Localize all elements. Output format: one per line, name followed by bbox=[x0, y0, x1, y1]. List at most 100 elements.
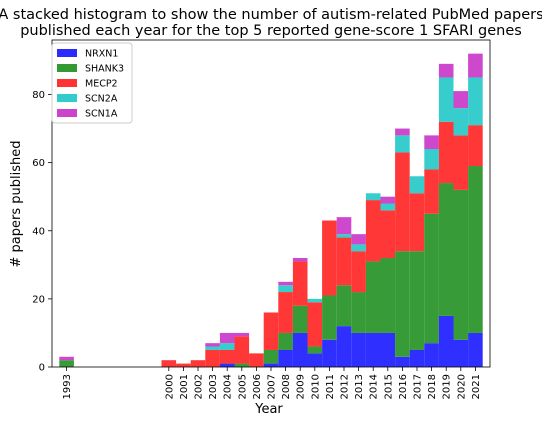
bar-scn1a-2009 bbox=[292, 258, 308, 262]
bar-shank3-2016 bbox=[395, 251, 410, 357]
bar-mecp2-2005 bbox=[234, 336, 250, 364]
x-tick-label-2008: 2008 bbox=[281, 374, 292, 399]
legend-swatch-nrxn1 bbox=[57, 49, 77, 57]
bar-nrxn1-2010 bbox=[307, 353, 323, 368]
x-tick-label-2006: 2006 bbox=[252, 374, 263, 399]
x-tick-label-2013: 2013 bbox=[354, 374, 365, 399]
bar-shank3-2019 bbox=[438, 183, 454, 316]
bar-scn2a-2004 bbox=[219, 343, 235, 350]
x-tick-label-2007: 2007 bbox=[267, 374, 278, 399]
bar-shank3-2011 bbox=[322, 295, 337, 340]
legend-swatch-scn2a bbox=[57, 94, 77, 102]
x-tick-label-2004: 2004 bbox=[223, 374, 234, 399]
bar-scn2a-2015 bbox=[380, 203, 396, 211]
bar-shank3-2015 bbox=[380, 258, 396, 333]
x-tick-label-2000: 2000 bbox=[164, 374, 175, 399]
bar-shank3-2012 bbox=[336, 285, 352, 327]
x-tick-label-2012: 2012 bbox=[340, 374, 351, 399]
bar-shank3-2017 bbox=[409, 251, 425, 350]
bar-shank3-2005 bbox=[234, 363, 250, 367]
bar-scn1a-2018 bbox=[424, 135, 439, 150]
bar-shank3-1993 bbox=[59, 360, 74, 367]
legend-label-mecp2: MECP2 bbox=[85, 79, 118, 90]
bar-shank3-2008 bbox=[278, 332, 293, 350]
legend-frame bbox=[51, 42, 133, 124]
legend-label-scn2a: SCN2A bbox=[85, 94, 118, 105]
bar-nrxn1-2004 bbox=[219, 363, 235, 367]
y-tick-label-0: 0 bbox=[39, 363, 45, 374]
bar-mecp2-2019 bbox=[438, 121, 454, 184]
bar-mecp2-2013 bbox=[351, 251, 366, 293]
bar-mecp2-2000 bbox=[161, 360, 177, 367]
bar-scn2a-2008 bbox=[278, 285, 293, 293]
y-tick-label-40: 40 bbox=[32, 226, 45, 237]
legend-label-scn1a: SCN1A bbox=[85, 109, 118, 120]
bar-shank3-2014 bbox=[365, 261, 381, 333]
bar-scn1a-2015 bbox=[380, 196, 396, 204]
bar-scn2a-2021 bbox=[468, 77, 483, 126]
bar-scn2a-2018 bbox=[424, 149, 439, 170]
bar-nrxn1-2017 bbox=[409, 349, 425, 367]
bar-nrxn1-2012 bbox=[336, 326, 352, 368]
bar-nrxn1-2013 bbox=[351, 332, 366, 367]
chart-title-line-1: A stacked histogram to show the number o… bbox=[0, 7, 542, 23]
bar-scn2a-2010 bbox=[307, 298, 323, 303]
bar-nrxn1-2018 bbox=[424, 343, 439, 367]
bar-mecp2-2009 bbox=[292, 261, 308, 306]
y-tick-label-60: 60 bbox=[32, 158, 45, 169]
bar-scn2a-2003 bbox=[205, 346, 220, 350]
bar-mecp2-2004 bbox=[219, 349, 235, 364]
x-tick-label-2019: 2019 bbox=[442, 374, 453, 399]
bar-shank3-2018 bbox=[424, 213, 439, 344]
x-tick-label-2009: 2009 bbox=[296, 374, 307, 399]
bar-scn1a-2021 bbox=[468, 53, 483, 78]
bar-shank3-2009 bbox=[292, 305, 308, 333]
bar-shank3-2010 bbox=[307, 346, 323, 354]
bar-scn1a-2008 bbox=[278, 281, 293, 286]
x-tick-label-2003: 2003 bbox=[208, 374, 219, 399]
x-tick-label-2010: 2010 bbox=[310, 374, 321, 399]
x-tick-label-2002: 2002 bbox=[194, 374, 205, 399]
bar-scn2a-2017 bbox=[409, 176, 425, 194]
bar-scn1a-2016 bbox=[395, 128, 410, 136]
bar-nrxn1-2015 bbox=[380, 332, 396, 367]
bar-scn1a-1993 bbox=[59, 356, 74, 361]
bar-nrxn1-2019 bbox=[438, 315, 454, 367]
bar-mecp2-2001 bbox=[176, 363, 191, 367]
bar-nrxn1-2008 bbox=[278, 349, 293, 367]
legend-swatch-shank3 bbox=[57, 64, 77, 72]
x-tick-label-2021: 2021 bbox=[471, 374, 482, 399]
bar-scn1a-2004 bbox=[219, 332, 235, 344]
bar-mecp2-2006 bbox=[249, 353, 264, 368]
x-tick-label-2001: 2001 bbox=[179, 374, 190, 399]
bars-layer bbox=[59, 53, 483, 368]
legend-swatch-scn1a bbox=[57, 109, 77, 117]
bar-scn2a-2013 bbox=[351, 244, 366, 252]
bar-mecp2-2003 bbox=[205, 349, 220, 367]
y-tick-label-80: 80 bbox=[32, 90, 45, 101]
bar-mecp2-2007 bbox=[263, 312, 279, 350]
bar-mecp2-2015 bbox=[380, 210, 396, 258]
bar-scn2a-2014 bbox=[365, 193, 381, 201]
bar-shank3-2013 bbox=[351, 292, 366, 333]
bar-nrxn1-2021 bbox=[468, 332, 483, 367]
x-tick-label-2018: 2018 bbox=[427, 374, 438, 399]
bar-nrxn1-2016 bbox=[395, 356, 410, 367]
x-tick-label-2014: 2014 bbox=[369, 374, 380, 399]
bar-nrxn1-2009 bbox=[292, 332, 308, 367]
y-axis-label: # papers published bbox=[9, 141, 24, 268]
bar-nrxn1-2011 bbox=[322, 339, 337, 367]
y-tick-label-20: 20 bbox=[32, 294, 45, 305]
legend: NRXN1 SHANK3 MECP2 SCN2A SCN1A bbox=[51, 42, 133, 124]
legend-swatch-mecp2 bbox=[57, 79, 77, 87]
bar-scn2a-2019 bbox=[438, 77, 454, 122]
bar-shank3-2020 bbox=[453, 189, 469, 340]
x-tick-label-2005: 2005 bbox=[237, 374, 248, 399]
x-tick-label-1993: 1993 bbox=[62, 374, 73, 399]
x-tick-label-2016: 2016 bbox=[398, 374, 409, 399]
bar-nrxn1-2007 bbox=[263, 363, 279, 367]
bar-mecp2-2011 bbox=[322, 220, 337, 296]
x-tick-label-2020: 2020 bbox=[456, 374, 467, 399]
